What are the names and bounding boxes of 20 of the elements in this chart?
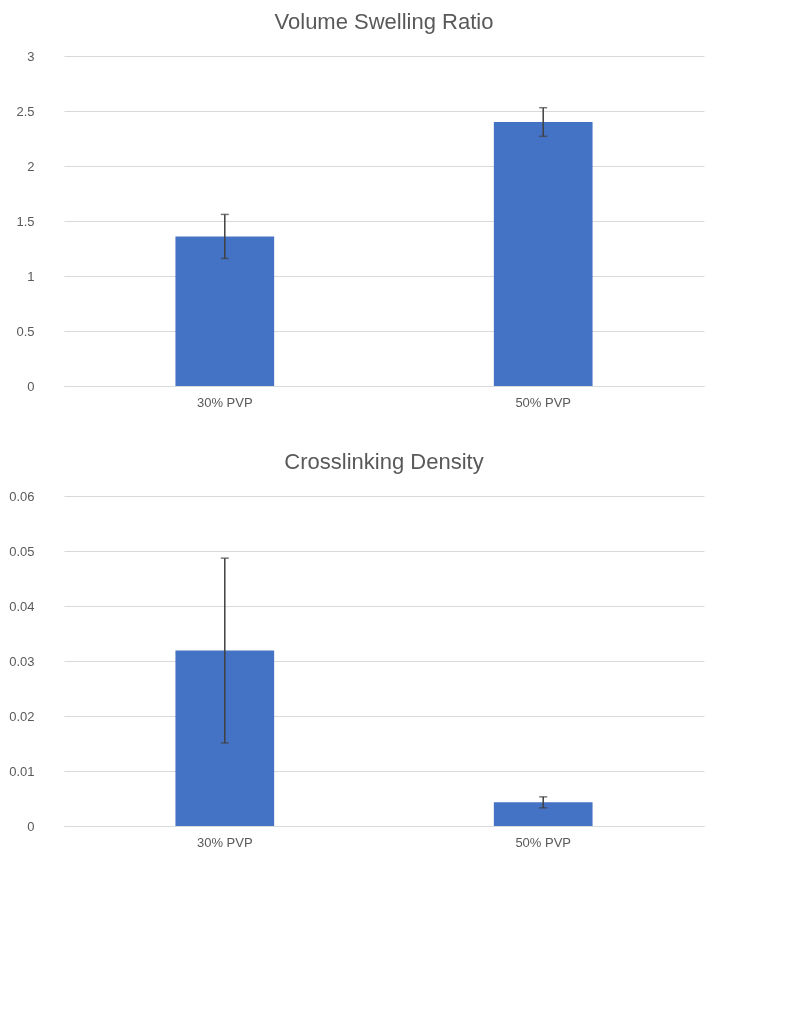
y-tick-label: 0 xyxy=(27,378,35,394)
y-tick-label: 0.02 xyxy=(9,708,35,724)
chart-title: Crosslinking Density xyxy=(284,449,484,474)
y-tick-label: 0.06 xyxy=(9,488,35,504)
y-tick-label: 0.05 xyxy=(9,543,35,559)
y-tick-label: 2.5 xyxy=(16,103,35,119)
y-tick-label: 1.5 xyxy=(16,213,35,229)
x-tick-label: 50% PVP xyxy=(515,394,572,410)
chart-title: Volume Swelling Ratio xyxy=(274,9,494,34)
y-tick-label: 1 xyxy=(27,268,35,284)
x-tick-label: 30% PVP xyxy=(196,394,253,410)
y-tick-label: 2 xyxy=(27,158,35,174)
x-tick-label: 30% PVP xyxy=(196,834,253,850)
y-tick-label: 3 xyxy=(27,48,35,64)
y-tick-label: 0.04 xyxy=(9,598,35,614)
y-tick-label: 0.03 xyxy=(9,653,35,669)
y-tick-label: 0.5 xyxy=(16,323,35,339)
y-tick-label: 0.01 xyxy=(9,763,35,779)
y-tick-label: 0 xyxy=(27,818,35,834)
x-tick-label: 50% PVP xyxy=(515,834,572,850)
